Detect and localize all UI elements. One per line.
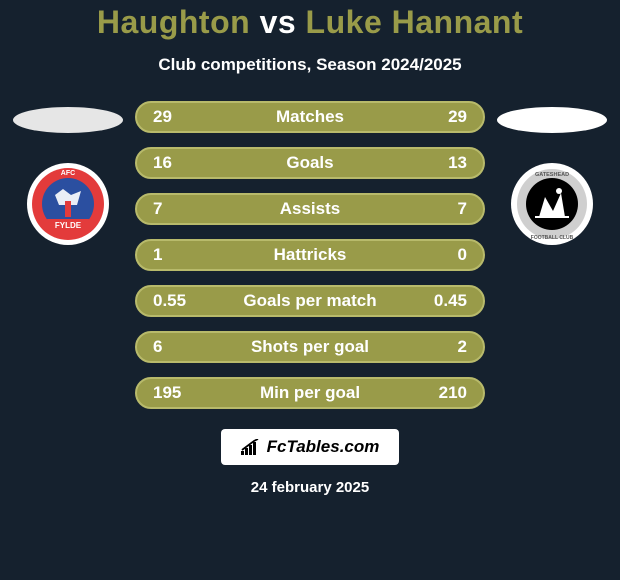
svg-text:FOOTBALL CLUB: FOOTBALL CLUB (531, 235, 574, 241)
stat-right-value: 210 (419, 383, 467, 403)
stat-label: Min per goal (201, 383, 419, 403)
stat-left-value: 7 (153, 199, 201, 219)
stat-row: 195Min per goal210 (135, 377, 485, 409)
right-side: GATESHEAD FOOTBALL CLUB (497, 101, 607, 247)
footer-site-badge: FcTables.com (221, 429, 400, 465)
player2-silhouette (497, 107, 607, 133)
title-player1: Haughton (97, 4, 250, 40)
stats-column: 29Matches2916Goals137Assists71Hattricks0… (135, 101, 485, 409)
stat-label: Goals (201, 153, 419, 173)
fctables-icon (241, 439, 261, 455)
stat-right-value: 0.45 (419, 291, 467, 311)
left-side: FYLDE AFC (13, 101, 123, 247)
stat-left-value: 1 (153, 245, 201, 265)
stat-row: 29Matches29 (135, 101, 485, 133)
stat-label: Matches (201, 107, 419, 127)
stat-row: 1Hattricks0 (135, 239, 485, 271)
stat-left-value: 29 (153, 107, 201, 127)
club-badge-right: GATESHEAD FOOTBALL CLUB (509, 161, 595, 247)
title-player2: Luke Hannant (306, 4, 524, 40)
stat-right-value: 29 (419, 107, 467, 127)
club-badge-left: FYLDE AFC (25, 161, 111, 247)
player1-silhouette (13, 107, 123, 133)
stat-right-value: 13 (419, 153, 467, 173)
title-vs: vs (260, 4, 297, 40)
stat-right-value: 0 (419, 245, 467, 265)
svg-text:AFC: AFC (61, 170, 75, 177)
svg-text:GATESHEAD: GATESHEAD (535, 172, 569, 178)
footer-site-name: FcTables.com (267, 437, 380, 457)
stat-left-value: 6 (153, 337, 201, 357)
comparison-body: FYLDE AFC 29Matches2916Goals137Assists71… (0, 101, 620, 409)
stat-right-value: 7 (419, 199, 467, 219)
stat-label: Goals per match (201, 291, 419, 311)
stat-row: 0.55Goals per match0.45 (135, 285, 485, 317)
stat-left-value: 195 (153, 383, 201, 403)
stat-label: Shots per goal (201, 337, 419, 357)
footer-date: 24 february 2025 (251, 479, 369, 496)
svg-text:FYLDE: FYLDE (55, 221, 82, 230)
stat-label: Hattricks (201, 245, 419, 265)
comparison-card: Haughton vs Luke Hannant Club competitio… (0, 0, 620, 580)
stat-row: 16Goals13 (135, 147, 485, 179)
page-title: Haughton vs Luke Hannant (97, 4, 523, 41)
subtitle: Club competitions, Season 2024/2025 (158, 55, 461, 75)
stat-left-value: 0.55 (153, 291, 201, 311)
stat-row: 7Assists7 (135, 193, 485, 225)
stat-row: 6Shots per goal2 (135, 331, 485, 363)
stat-right-value: 2 (419, 337, 467, 357)
stat-label: Assists (201, 199, 419, 219)
stat-left-value: 16 (153, 153, 201, 173)
